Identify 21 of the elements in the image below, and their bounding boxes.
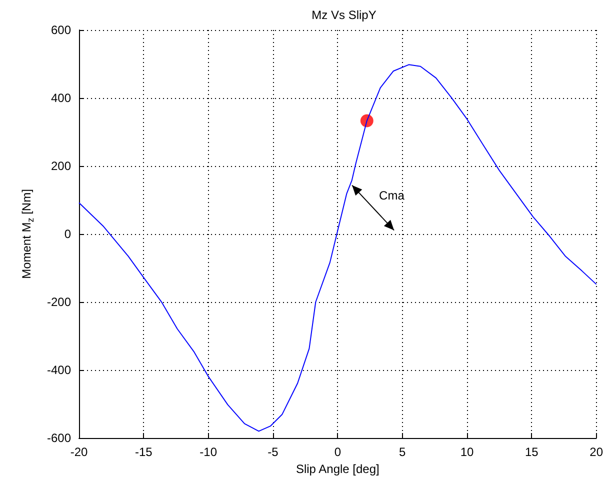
y-tick-label: -400 (46, 363, 72, 377)
x-tick-label: -5 (268, 445, 279, 459)
x-tick-label: -15 (134, 445, 153, 459)
y-tick-label: 600 (50, 23, 72, 37)
x-tick-label: 5 (398, 445, 406, 459)
x-tick-label: -20 (70, 445, 88, 459)
annotation: Cma (379, 188, 405, 202)
chart-title: Mz Vs SlipY (312, 8, 376, 22)
x-axis-title: Slip Angle [deg] (296, 462, 380, 476)
y-tick-label: -200 (46, 295, 72, 309)
x-tick-label: 10 (460, 445, 474, 459)
x-tick-label: 0 (334, 445, 342, 459)
y-tick-label: 400 (50, 91, 72, 105)
x-tick-label: 20 (590, 445, 604, 459)
y-tick-label: 0 (64, 227, 72, 241)
x-tick-label: 15 (524, 445, 539, 459)
y-tick-label: -600 (46, 431, 72, 445)
y-tick-label: 200 (50, 159, 72, 173)
y-axis-title: Moment Mz [Nm] (20, 189, 36, 279)
line-series (78, 64, 597, 432)
x-tick-label: -10 (200, 445, 218, 459)
